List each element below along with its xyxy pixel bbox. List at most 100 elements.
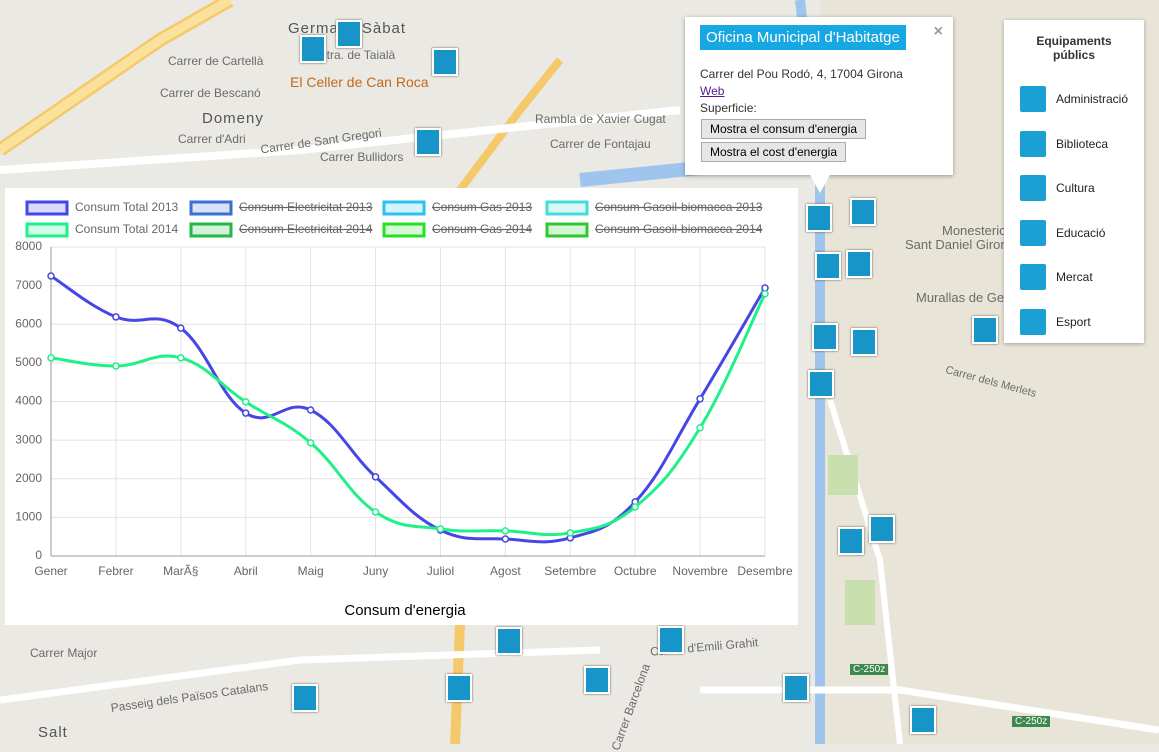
legend-swatch (189, 200, 233, 216)
popup-link[interactable]: Web (700, 84, 725, 98)
map-label: Carrer de Bescanó (160, 86, 261, 100)
map-marker[interactable] (806, 204, 832, 232)
map-marker[interactable] (808, 370, 834, 398)
legend-panel: Equipaments públics Administració Bibliot… (1004, 20, 1144, 343)
legend-label: Consum Total 2014 (75, 222, 179, 236)
map-label: Rambla de Xavier Cugat (535, 112, 666, 126)
map-marker[interactable] (658, 626, 684, 654)
panel-label: Administració (1056, 92, 1129, 106)
map-marker[interactable] (292, 684, 318, 712)
map-label: Monesterio de (942, 223, 1025, 238)
panel-item[interactable]: Administració (1020, 84, 1128, 114)
data-point (631, 503, 639, 511)
popup-surface: Superficie: (700, 101, 757, 115)
data-point (177, 324, 185, 332)
legend-swatch (382, 200, 426, 216)
x-tick-label: MarÃ§ (163, 564, 198, 578)
y-tick-label: 6000 (15, 316, 42, 330)
map-label: Carrer Bullidors (320, 150, 404, 164)
popup-tail (810, 175, 830, 193)
data-point (306, 439, 315, 447)
popup-button[interactable]: Mostra el consum d'energia (701, 119, 867, 139)
map-marker[interactable] (432, 48, 458, 76)
y-tick-label: 8000 (15, 239, 42, 253)
line-series (50, 293, 767, 537)
panel-icon (1020, 175, 1046, 202)
map-label: Ctra. de Taialà (318, 48, 396, 62)
data-point (696, 395, 704, 403)
legend-swatch (382, 222, 426, 238)
map-label: Sant Daniel Girona (905, 237, 1015, 252)
map-marker[interactable] (584, 666, 610, 694)
info-popup: Oficina Municipal d'Habitatge × Carrer d… (685, 17, 953, 193)
map-marker[interactable] (496, 627, 522, 655)
map-label: Carrer Major (30, 646, 98, 660)
y-tick-label: 3000 (15, 432, 42, 446)
map-marker[interactable] (300, 35, 326, 63)
panel-label: Mercat (1056, 270, 1093, 285)
map-marker[interactable] (850, 198, 876, 226)
map-label: Salt (38, 724, 68, 741)
panel-item[interactable]: Cultura (1020, 173, 1095, 203)
map-marker[interactable] (846, 250, 872, 278)
map-marker[interactable] (838, 527, 864, 555)
x-axis-title: Consum d'energia (344, 602, 466, 619)
legend-swatch (25, 222, 69, 238)
map-marker[interactable] (446, 674, 472, 702)
data-point (501, 535, 510, 543)
map-label: C-250z (1012, 716, 1051, 727)
data-point (112, 362, 120, 370)
legend-swatch (545, 222, 589, 238)
panel-item[interactable]: Mercat (1020, 262, 1093, 292)
x-tick-label: Desembre (737, 564, 793, 578)
legend-label: Consum Gas 2014 (432, 222, 532, 236)
map-marker[interactable] (415, 128, 441, 156)
legend-label: Consum Electricitat 2013 (239, 200, 373, 214)
data-point (761, 289, 769, 298)
map-marker[interactable] (972, 316, 998, 344)
x-tick-label: Novembre (672, 564, 728, 578)
y-tick-label: 0 (35, 548, 42, 562)
data-point (241, 409, 250, 417)
panel-label: Cultura (1056, 181, 1095, 196)
map-marker[interactable] (851, 328, 877, 356)
data-point (47, 354, 55, 362)
panel-item[interactable]: Educació (1020, 218, 1105, 248)
map-label: El Celler de Can Roca (290, 74, 429, 90)
panel-label: Biblioteca (1056, 136, 1109, 151)
map-marker[interactable] (869, 515, 895, 543)
y-tick-label: 4000 (15, 394, 42, 408)
panel-item[interactable]: Esport (1020, 307, 1091, 337)
x-tick-label: Agost (490, 564, 521, 578)
x-tick-label: Maig (298, 564, 324, 578)
map-marker[interactable] (815, 252, 841, 280)
popup-button[interactable]: Mostra el cost d'energia (701, 142, 847, 162)
panel-icon (1020, 86, 1046, 112)
data-point (371, 508, 380, 516)
data-point (112, 313, 120, 321)
panel-icon (1020, 309, 1046, 335)
map-label: Carrer d'Adri (178, 132, 246, 146)
chart-container: Consum d'energia 0 1000 2000 3000 4000 5000 60… (5, 188, 798, 625)
data-point (696, 424, 704, 432)
x-tick-label: Gener (34, 564, 67, 578)
panel-item[interactable]: Biblioteca (1020, 129, 1108, 159)
popup-close[interactable]: × (933, 23, 943, 40)
panel-title: Equipaments públics (1036, 34, 1112, 62)
x-tick-label: Juliol (427, 564, 454, 578)
legend-label: Consum Electricitat 2014 (239, 222, 373, 236)
data-point (371, 473, 380, 481)
map-marker[interactable] (783, 674, 809, 702)
map-label: Domeny (202, 110, 264, 127)
data-point (241, 398, 250, 406)
map-marker[interactable] (336, 20, 362, 48)
x-tick-label: Juny (363, 564, 388, 578)
y-tick-label: 2000 (15, 471, 42, 485)
line-series (50, 274, 767, 544)
x-tick-label: Setembre (544, 564, 596, 578)
legend-swatch (189, 222, 233, 238)
map-marker[interactable] (910, 706, 936, 734)
map-marker[interactable] (812, 323, 838, 351)
chart: Consum d'energia 0 1000 2000 3000 4000 5000 60… (15, 200, 793, 619)
